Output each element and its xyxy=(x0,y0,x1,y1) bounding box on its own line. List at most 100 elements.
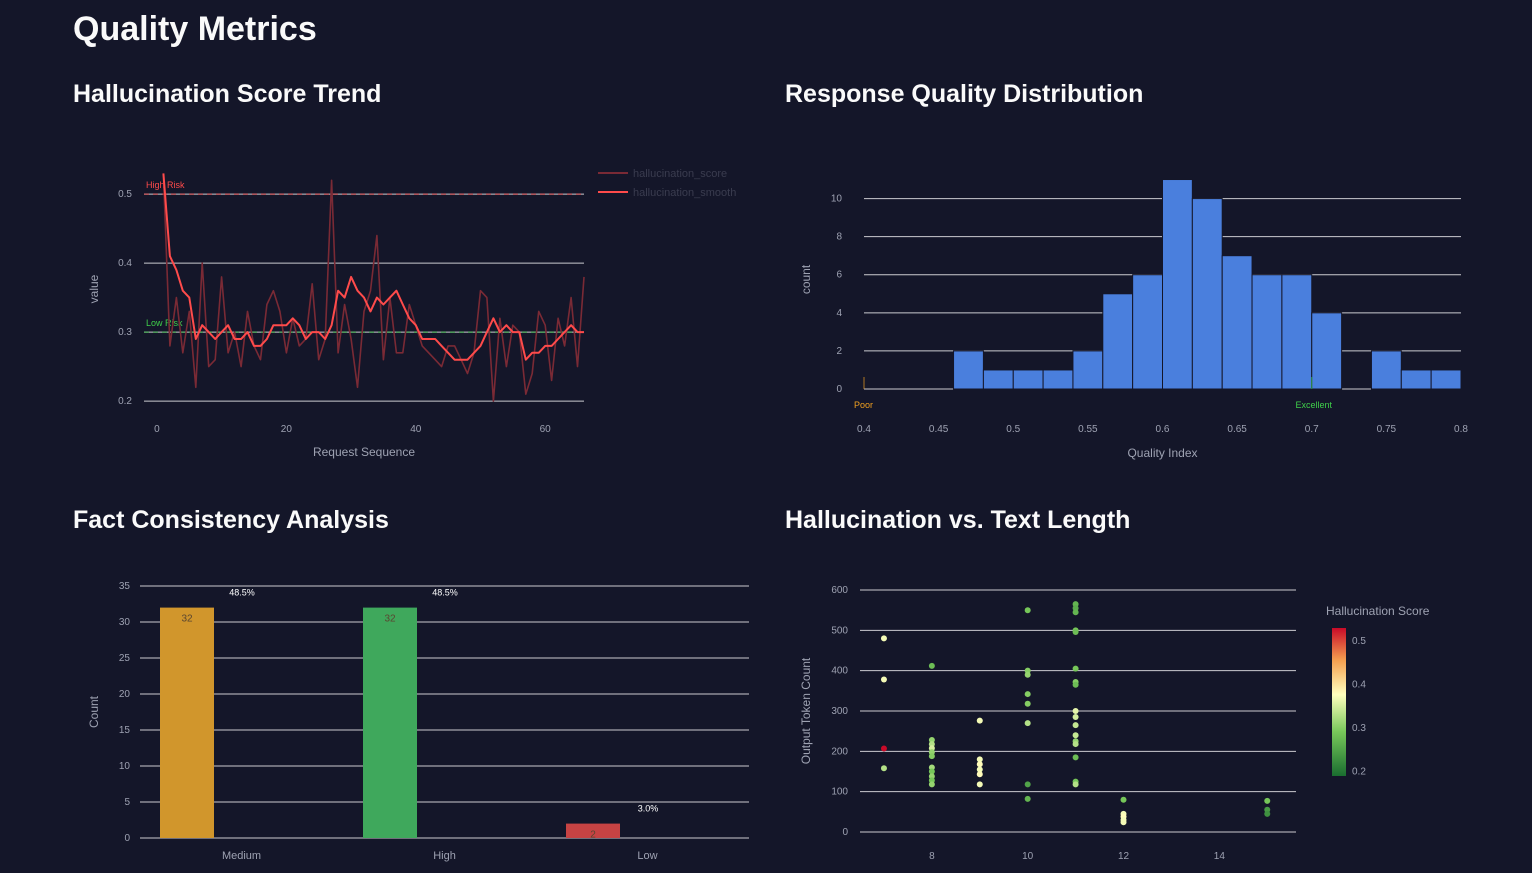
y-tick-label: 0 xyxy=(836,384,842,395)
scatter-point xyxy=(1072,754,1079,761)
scatter-point xyxy=(1072,781,1079,788)
scatter-point xyxy=(1072,732,1079,739)
bar-value-label: 32 xyxy=(181,614,193,625)
x-tick-label: Medium xyxy=(222,850,261,862)
scatter-point xyxy=(1072,714,1079,721)
quality-distribution-chart[interactable]: 0 2 4 6 8 10 0.4 0.45 0.5 0.55 0.6 0.65 0.7 0.75 0.8 Po… xyxy=(780,140,1500,480)
histogram-bar xyxy=(1311,312,1343,390)
scatter-point xyxy=(1264,797,1271,804)
bar-percent-label: 48.5% xyxy=(229,588,255,598)
reference-line-label: High Risk xyxy=(146,180,185,190)
scatter-point xyxy=(1024,720,1031,727)
bar-high xyxy=(363,607,417,838)
x-tick-label: 0.6 xyxy=(1156,424,1170,435)
fact-consistency-chart[interactable]: 0 5 10 15 20 25 30 35 32 48.5% Medium 32 48.5% High 2 3… xyxy=(60,566,770,866)
y-tick-label: 4 xyxy=(836,308,842,319)
scatter-point xyxy=(976,756,983,763)
y-axis-title: Count xyxy=(87,695,101,728)
histogram-bar xyxy=(1162,179,1193,390)
scatter-point xyxy=(1264,810,1271,817)
histogram-bar xyxy=(1012,369,1044,390)
x-tick-label: 0.7 xyxy=(1305,424,1319,435)
bar-low xyxy=(566,823,620,838)
scatter-point xyxy=(1024,607,1031,614)
scatter-point xyxy=(1072,628,1079,635)
x-tick-label: 0.65 xyxy=(1227,424,1247,435)
page-title: Quality Metrics xyxy=(73,10,317,48)
x-tick-label: 0.5 xyxy=(1006,424,1020,435)
x-tick-label: 8 xyxy=(929,851,935,862)
scatter-point xyxy=(1072,665,1079,672)
x-axis-title: Request Sequence xyxy=(313,445,415,459)
scatter-point xyxy=(1072,741,1079,748)
scatter-point xyxy=(976,781,983,788)
scatter-point xyxy=(1120,819,1127,826)
scatter-point xyxy=(928,662,935,669)
y-tick-label: 100 xyxy=(831,787,848,798)
series-line-hallucination_score xyxy=(162,173,585,402)
bar-percent-label: 48.5% xyxy=(432,588,458,598)
x-tick-label: 0.8 xyxy=(1454,424,1468,435)
x-axis-title: Quality Index xyxy=(1127,446,1197,460)
scatter-point xyxy=(928,781,935,788)
annotation-label: Excellent xyxy=(1295,400,1332,410)
x-tick-label: 14 xyxy=(1214,851,1226,862)
histogram-bar xyxy=(1191,198,1223,390)
scatter-point xyxy=(1024,691,1031,698)
histogram-bar xyxy=(1072,350,1104,390)
y-tick-label: 0.4 xyxy=(118,258,132,269)
colorbar-tick-label: 0.3 xyxy=(1352,723,1366,734)
colorbar-tick-label: 0.4 xyxy=(1352,680,1366,691)
trend-section-title: Hallucination Score Trend xyxy=(73,80,382,108)
scatter-point xyxy=(1024,671,1031,678)
y-tick-label: 2 xyxy=(836,346,842,357)
x-tick-label: 0.45 xyxy=(929,424,949,435)
y-tick-label: 10 xyxy=(119,761,131,772)
x-tick-label: 60 xyxy=(540,424,552,435)
scatter-point xyxy=(880,765,887,772)
scatter-point xyxy=(928,768,935,775)
legend-label: hallucination_smooth xyxy=(633,187,736,199)
bar-percent-label: 3.0% xyxy=(638,804,659,814)
y-tick-label: 500 xyxy=(831,625,848,636)
y-tick-label: 400 xyxy=(831,666,848,677)
distribution-section-title: Response Quality Distribution xyxy=(785,80,1144,108)
y-tick-label: 300 xyxy=(831,706,848,717)
scatter-point xyxy=(976,761,983,768)
colorbar-tick-label: 0.5 xyxy=(1352,636,1366,647)
y-tick-label: 200 xyxy=(831,746,848,757)
hallucination-trend-chart[interactable]: 0.2 0.3 0.4 0.5 0 20 40 60 High Risk Low Risk hall… xyxy=(60,140,770,480)
histogram-bar xyxy=(1281,274,1313,390)
reference-line-label: Low Risk xyxy=(146,318,183,328)
histogram-bar xyxy=(982,369,1014,390)
scatter-point xyxy=(880,635,887,642)
colorbar-title: Hallucination Score xyxy=(1326,604,1430,618)
scatter-point xyxy=(1024,700,1031,707)
scatter-point xyxy=(1024,795,1031,802)
histogram-bar xyxy=(1132,274,1163,390)
scatter-point xyxy=(976,717,983,724)
scatter-point xyxy=(880,745,887,752)
scatter-point xyxy=(928,753,935,760)
y-tick-label: 35 xyxy=(119,581,131,592)
x-tick-label: 0.55 xyxy=(1078,424,1098,435)
y-tick-label: 20 xyxy=(119,689,131,700)
annotation-label: Poor xyxy=(854,400,873,410)
histogram-bar xyxy=(953,350,984,390)
scatter-section-title: Hallucination vs. Text Length xyxy=(785,506,1131,534)
colorbar-tick-label: 0.2 xyxy=(1352,767,1366,778)
x-tick-label: 10 xyxy=(1022,851,1034,862)
y-tick-label: 30 xyxy=(119,617,131,628)
bar-value-label: 2 xyxy=(590,830,596,841)
y-tick-label: 0 xyxy=(124,833,130,844)
y-axis-title: value xyxy=(87,274,101,303)
histogram-bar xyxy=(1251,274,1283,390)
y-tick-label: 0.2 xyxy=(118,396,132,407)
histogram-bar xyxy=(1221,255,1253,390)
y-tick-label: 8 xyxy=(836,232,842,243)
hallucination-vs-length-chart[interactable]: 0 100 200 300 400 500 600 8 10 12 14 0.2 0.3 0.4 0.5 Ha… xyxy=(780,566,1500,866)
consistency-section-title: Fact Consistency Analysis xyxy=(73,506,389,534)
bar-value-label: 32 xyxy=(384,614,396,625)
scatter-point xyxy=(1072,681,1079,688)
scatter-point xyxy=(1072,722,1079,729)
